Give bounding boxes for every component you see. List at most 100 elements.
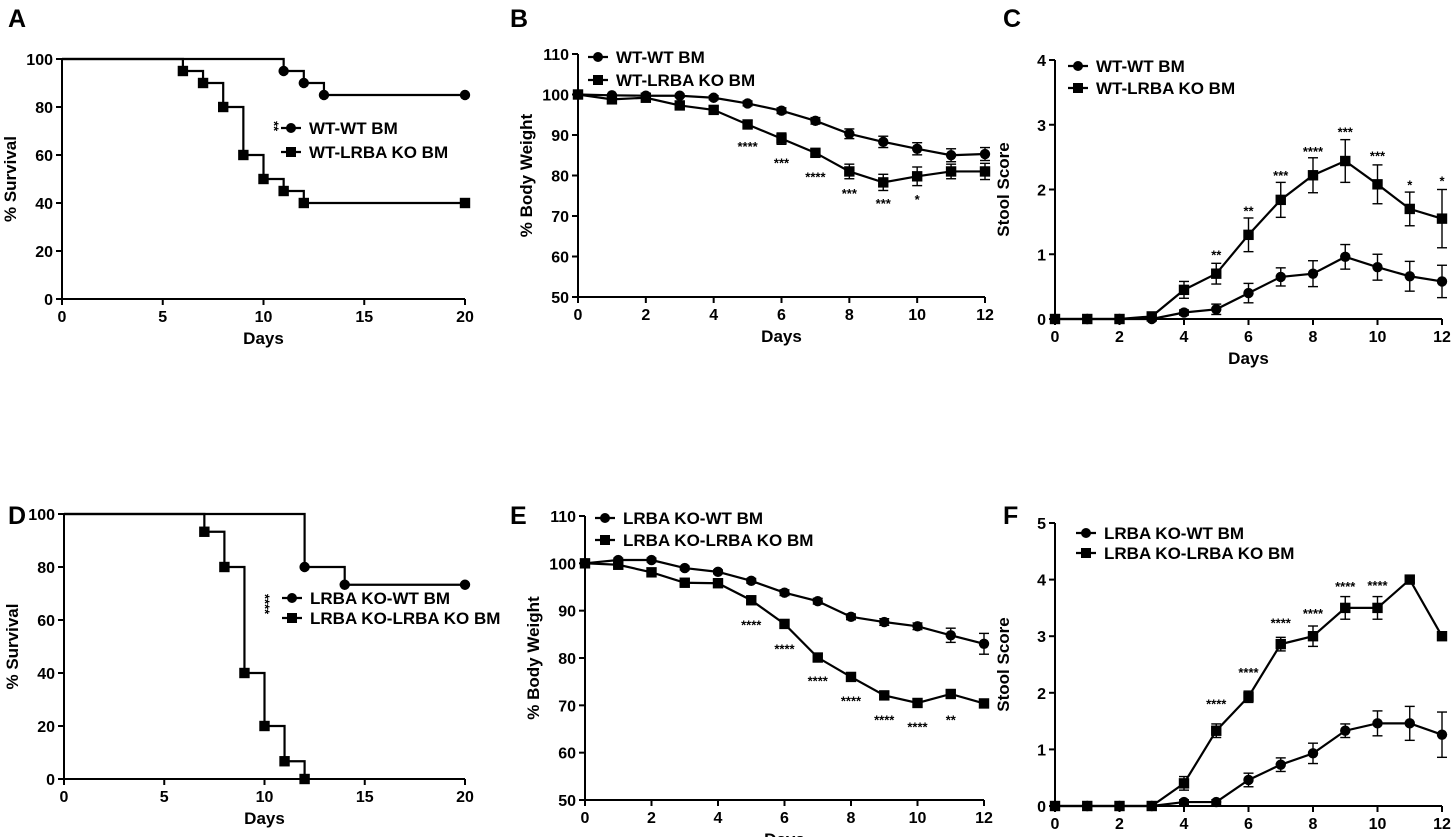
significance-annotation: ** [1211, 247, 1222, 262]
data-point [879, 690, 890, 701]
y-axis-title: Stool Score [994, 617, 1013, 711]
legend-label: WT-LRBA KO BM [1096, 79, 1235, 98]
data-point [712, 566, 724, 578]
data-point [878, 177, 889, 188]
data-point [1436, 631, 1448, 642]
data-point [259, 720, 270, 732]
y-tick-label: 0 [44, 292, 53, 309]
data-point [1178, 778, 1190, 789]
y-tick-label: 50 [551, 290, 569, 307]
y-axis-title: Stool Score [994, 142, 1013, 236]
legend-entry: LRBA KO-LRBA KO BM [1076, 544, 1294, 563]
legend-marker [600, 513, 610, 523]
data-point [674, 90, 685, 101]
data-point [1178, 307, 1190, 318]
y-tick-label: 110 [550, 509, 576, 526]
panel-letter: B [510, 5, 528, 33]
x-tick-label: 5 [158, 309, 167, 326]
data-point [298, 77, 309, 89]
x-tick-label: 8 [1309, 816, 1318, 833]
y-tick-label: 5 [1037, 516, 1046, 533]
x-tick-label: 4 [714, 810, 723, 827]
data-point [679, 577, 690, 588]
x-axis-title: Days [244, 809, 285, 828]
y-tick-label: 70 [558, 698, 576, 715]
data-point [279, 756, 290, 767]
data-point [1082, 313, 1093, 325]
legend-marker [287, 593, 297, 603]
significance-annotation: **** [1303, 144, 1324, 159]
data-point [742, 119, 753, 130]
y-tick-label: 80 [551, 169, 569, 186]
data-point [1372, 602, 1383, 614]
significance-annotation: * [915, 192, 921, 207]
x-tick-label: 8 [1309, 329, 1318, 346]
data-point [1404, 271, 1415, 282]
data-point [845, 611, 857, 623]
data-point [1340, 725, 1351, 736]
legend-entry: LRBA KO-WT BM [1076, 524, 1244, 543]
data-point [238, 149, 249, 161]
significance-annotation: **** [741, 618, 762, 633]
significance-annotation: **** [774, 641, 795, 656]
data-point [812, 652, 823, 663]
series-line [62, 57, 465, 205]
panel-b: B 0 2 4 6 8 10 12 50 60 70 80 90 100 110 Days % Body Wei… [510, 5, 994, 346]
data-point [812, 596, 823, 607]
data-point [746, 595, 757, 606]
series-square [579, 558, 990, 709]
legend-label: LRBA KO-LRBA KO BM [310, 609, 500, 628]
data-point [1275, 759, 1286, 770]
data-point [945, 630, 956, 641]
data-point [945, 150, 957, 161]
data-point [646, 554, 657, 566]
significance-annotation: **** [1335, 579, 1356, 594]
x-tick-label: 4 [1180, 816, 1189, 833]
data-point [1372, 718, 1383, 729]
data-point [1275, 271, 1286, 283]
data-point [742, 98, 753, 109]
data-point [810, 115, 821, 127]
data-point [1372, 262, 1383, 273]
x-tick-label: 4 [709, 307, 718, 324]
significance-annotation: **** [808, 673, 829, 688]
data-point [219, 561, 230, 573]
series-line [577, 93, 986, 157]
x-tick-label: 6 [1244, 329, 1253, 346]
panel-letter: E [510, 502, 527, 530]
data-point [459, 197, 471, 209]
data-point [1307, 748, 1319, 759]
y-tick-label: 4 [1037, 53, 1046, 70]
data-point [708, 92, 719, 103]
x-tick-label: 2 [641, 307, 650, 324]
x-tick-label: 15 [355, 309, 373, 326]
significance-annotation: **** [1238, 665, 1259, 680]
data-point [1340, 155, 1351, 167]
significance-annotation: *** [774, 155, 790, 170]
x-axis-title: Days [761, 327, 802, 346]
y-tick-label: 40 [37, 666, 55, 683]
x-axis-title: Days [764, 830, 805, 837]
data-point [776, 105, 787, 116]
legend-label: LRBA KO-WT BM [623, 509, 763, 528]
data-point [1436, 213, 1448, 224]
x-tick-label: 2 [647, 810, 656, 827]
data-point [779, 587, 790, 598]
y-tick-label: 80 [35, 100, 53, 117]
x-tick-label: 0 [1051, 816, 1060, 833]
data-point [1049, 313, 1061, 325]
panel-d: D 0 5 10 15 20 0 20 40 60 80 100 Days % Survival LRBA … [3, 502, 500, 828]
y-tick-label: 20 [37, 719, 55, 736]
y-tick-label: 4 [1037, 573, 1046, 590]
data-point [978, 698, 990, 709]
legend-label: LRBA KO-LRBA KO BM [623, 531, 813, 550]
series-square [572, 89, 991, 192]
x-tick-label: 0 [60, 789, 69, 806]
significance-annotation: **** [1303, 606, 1324, 621]
x-tick-label: 10 [1369, 816, 1387, 833]
y-tick-label: 110 [543, 47, 569, 64]
legend-label: WT-WT BM [309, 119, 398, 138]
legend-entry: LRBA KO-LRBA KO BM [282, 609, 500, 628]
data-point [708, 104, 719, 116]
